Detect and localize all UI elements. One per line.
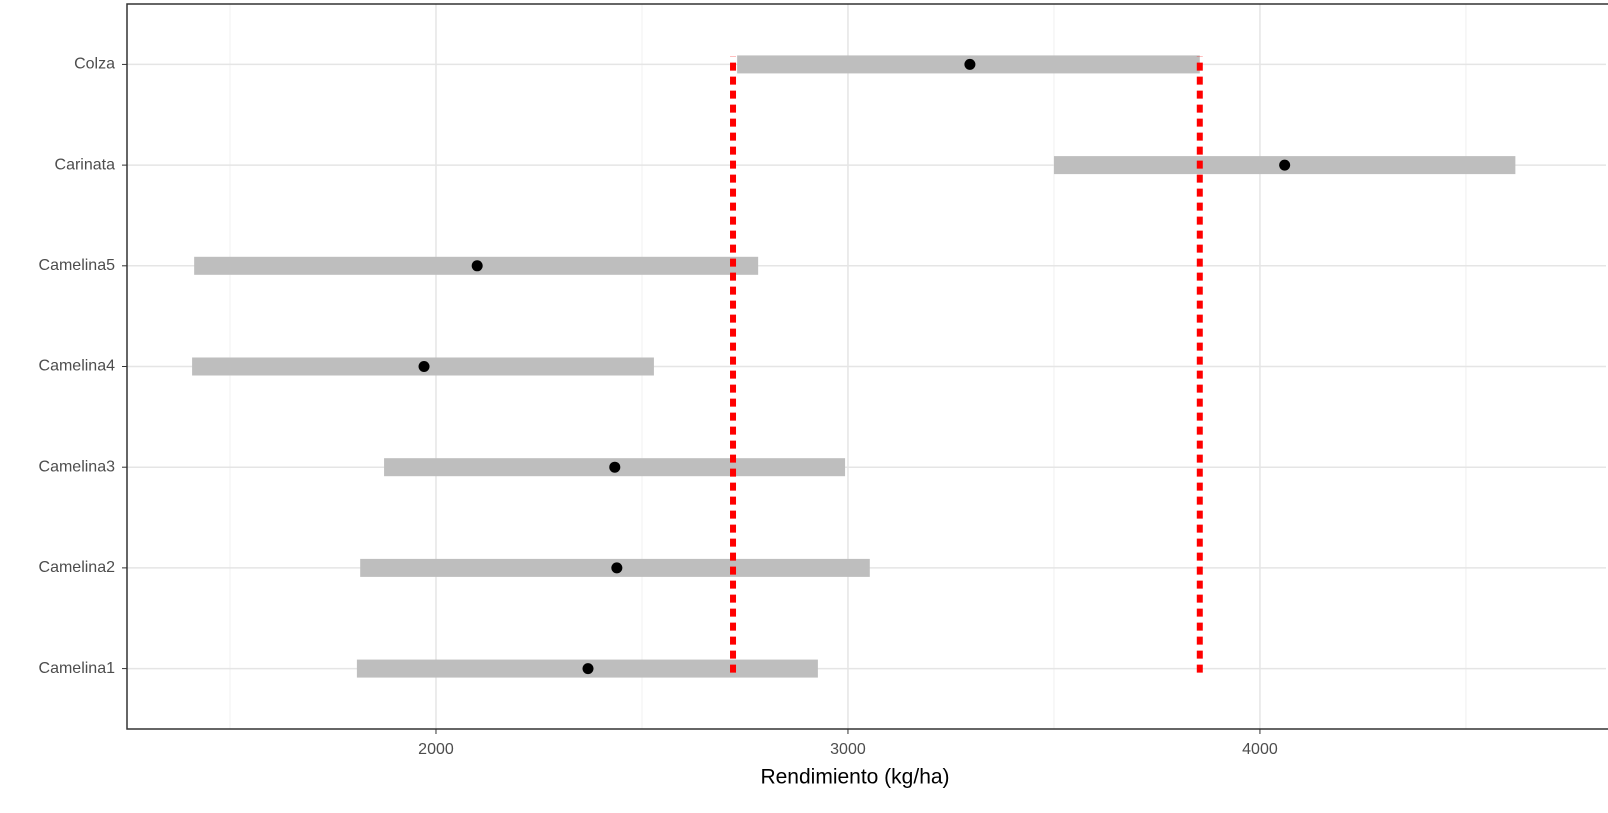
x-tick-label: 3000 [830, 741, 866, 758]
y-tick-label: Camelina3 [39, 458, 116, 475]
x-tick-label: 2000 [418, 741, 454, 758]
point [418, 361, 430, 372]
point [1279, 159, 1291, 171]
x-tick-label: 4000 [1242, 741, 1278, 758]
y-tick-label: Camelina4 [39, 358, 116, 375]
point [471, 260, 483, 272]
x-axis-title: Rendimiento (kg/ha) [760, 766, 949, 789]
point [609, 461, 621, 473]
y-tick-label: Carinata [55, 156, 116, 173]
point [964, 58, 976, 70]
y-tick-label: Camelina1 [39, 660, 116, 677]
y-tick-label: Camelina2 [39, 559, 116, 576]
point [582, 663, 594, 675]
y-tick-label: Camelina5 [39, 257, 116, 274]
y-tick-label: Colza [74, 56, 115, 73]
panel-border [126, 3, 1608, 730]
point [611, 562, 623, 574]
